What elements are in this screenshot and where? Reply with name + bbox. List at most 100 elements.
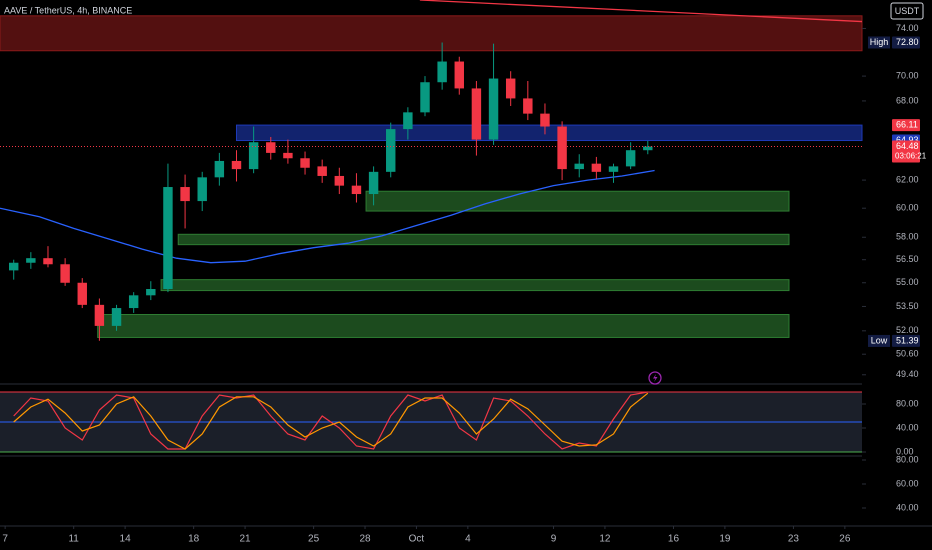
y-tick-label: 40.00 bbox=[896, 502, 919, 512]
y-tick-label: 60.00 bbox=[896, 203, 919, 213]
candle-body bbox=[248, 142, 259, 170]
x-tick-label: 28 bbox=[359, 534, 371, 545]
alert-icon[interactable] bbox=[648, 371, 662, 385]
price-label: 64.48 bbox=[896, 141, 919, 151]
trendline bbox=[419, 0, 863, 23]
candle-body bbox=[643, 146, 653, 151]
candle-body bbox=[8, 262, 19, 271]
price-label: 66.11 bbox=[896, 119, 918, 129]
y-tick-label: 60.00 bbox=[896, 478, 919, 488]
y-tick-label: 40.00 bbox=[896, 422, 919, 432]
candle-body bbox=[43, 258, 53, 265]
price-label-name: High bbox=[870, 37, 889, 47]
price-label-name-box bbox=[868, 36, 890, 49]
candle-body bbox=[266, 142, 276, 153]
currency-button[interactable] bbox=[890, 2, 924, 20]
candle-body bbox=[557, 126, 567, 170]
y-tick-label: 53.50 bbox=[896, 301, 919, 311]
y-tick-label: 0.00 bbox=[896, 446, 914, 456]
candle-body bbox=[94, 304, 105, 326]
y-tick-label: 80.00 bbox=[896, 454, 919, 464]
candle-body bbox=[60, 264, 70, 283]
candle-body bbox=[591, 163, 602, 172]
x-tick-label: 26 bbox=[839, 534, 851, 545]
y-tick-label: 62.00 bbox=[896, 174, 919, 184]
x-tick-label: 18 bbox=[188, 534, 200, 545]
candle-body bbox=[540, 113, 550, 127]
price-label-box bbox=[892, 140, 920, 163]
zone bbox=[177, 233, 790, 246]
price-label: 51.39 bbox=[896, 335, 919, 345]
zone bbox=[235, 124, 863, 142]
price-label-box bbox=[892, 36, 920, 49]
candle-body bbox=[351, 185, 362, 195]
candle-body bbox=[146, 289, 156, 296]
price-label-box bbox=[892, 334, 920, 347]
alert-bolt bbox=[653, 374, 658, 382]
price-countdown: 03:06:21 bbox=[895, 152, 927, 161]
y-tick-label: 49.40 bbox=[896, 369, 919, 379]
x-tick-label: Oct bbox=[409, 534, 425, 545]
y-tick-label: 80.00 bbox=[896, 398, 919, 408]
candle-body bbox=[420, 82, 430, 113]
currency-label[interactable]: USDT bbox=[895, 6, 920, 16]
zone bbox=[0, 15, 863, 52]
x-tick-label: 16 bbox=[668, 534, 680, 545]
x-tick-label: 9 bbox=[551, 534, 557, 545]
x-tick-label: 14 bbox=[120, 534, 132, 545]
price-label: 64.93 bbox=[896, 135, 919, 145]
candle-body bbox=[111, 308, 122, 326]
candle-body bbox=[454, 61, 464, 89]
candle-body bbox=[625, 150, 636, 167]
y-tick-label: 68.00 bbox=[896, 95, 919, 105]
x-tick-label: 23 bbox=[788, 534, 800, 545]
symbol-title: AAVE / TetherUS, 4h, BINANCE bbox=[4, 5, 132, 15]
x-tick-label: 7 bbox=[2, 534, 8, 545]
price-label-name-box bbox=[868, 334, 890, 347]
candle-body bbox=[231, 160, 242, 170]
moving-average bbox=[0, 169, 655, 264]
y-tick-label: 55.00 bbox=[896, 277, 919, 287]
y-tick-label: 52.00 bbox=[896, 325, 919, 335]
candle-body bbox=[437, 61, 447, 83]
y-tick-label: 74.00 bbox=[896, 23, 919, 33]
candle-body bbox=[283, 152, 293, 159]
candle-body bbox=[368, 171, 379, 195]
candle-body bbox=[197, 177, 207, 202]
price-label-box bbox=[892, 119, 920, 132]
x-tick-label: 11 bbox=[68, 534, 79, 545]
x-tick-label: 21 bbox=[239, 534, 251, 545]
y-tick-label: 56.50 bbox=[896, 254, 919, 264]
candle-body bbox=[608, 166, 619, 172]
candle-body bbox=[163, 187, 173, 290]
x-tick-label: 25 bbox=[308, 534, 320, 545]
series-line bbox=[13, 391, 648, 450]
candle-body bbox=[77, 282, 87, 305]
y-tick-label: 70.00 bbox=[896, 70, 919, 80]
zone bbox=[365, 190, 790, 212]
x-tick-label: 19 bbox=[719, 534, 731, 545]
candle-body bbox=[180, 187, 190, 202]
candle-body bbox=[403, 112, 413, 130]
x-tick-label: 12 bbox=[599, 534, 611, 545]
candle-body bbox=[488, 78, 499, 140]
zone bbox=[97, 314, 790, 338]
series-line bbox=[13, 392, 649, 450]
candle-body bbox=[317, 166, 327, 176]
zone bbox=[160, 279, 790, 292]
y-tick-label: 50.60 bbox=[896, 349, 919, 359]
candle-body bbox=[128, 295, 139, 309]
candle-body bbox=[26, 258, 36, 263]
y-tick-label: 58.00 bbox=[896, 232, 919, 242]
candle-body bbox=[334, 175, 345, 186]
candle-body bbox=[214, 160, 225, 178]
price-label: 72.80 bbox=[896, 37, 919, 47]
x-tick-label: 4 bbox=[465, 534, 471, 545]
candle-body bbox=[471, 88, 482, 140]
candle-body bbox=[505, 78, 516, 99]
candle-body bbox=[574, 163, 584, 170]
candle-body bbox=[523, 98, 533, 114]
